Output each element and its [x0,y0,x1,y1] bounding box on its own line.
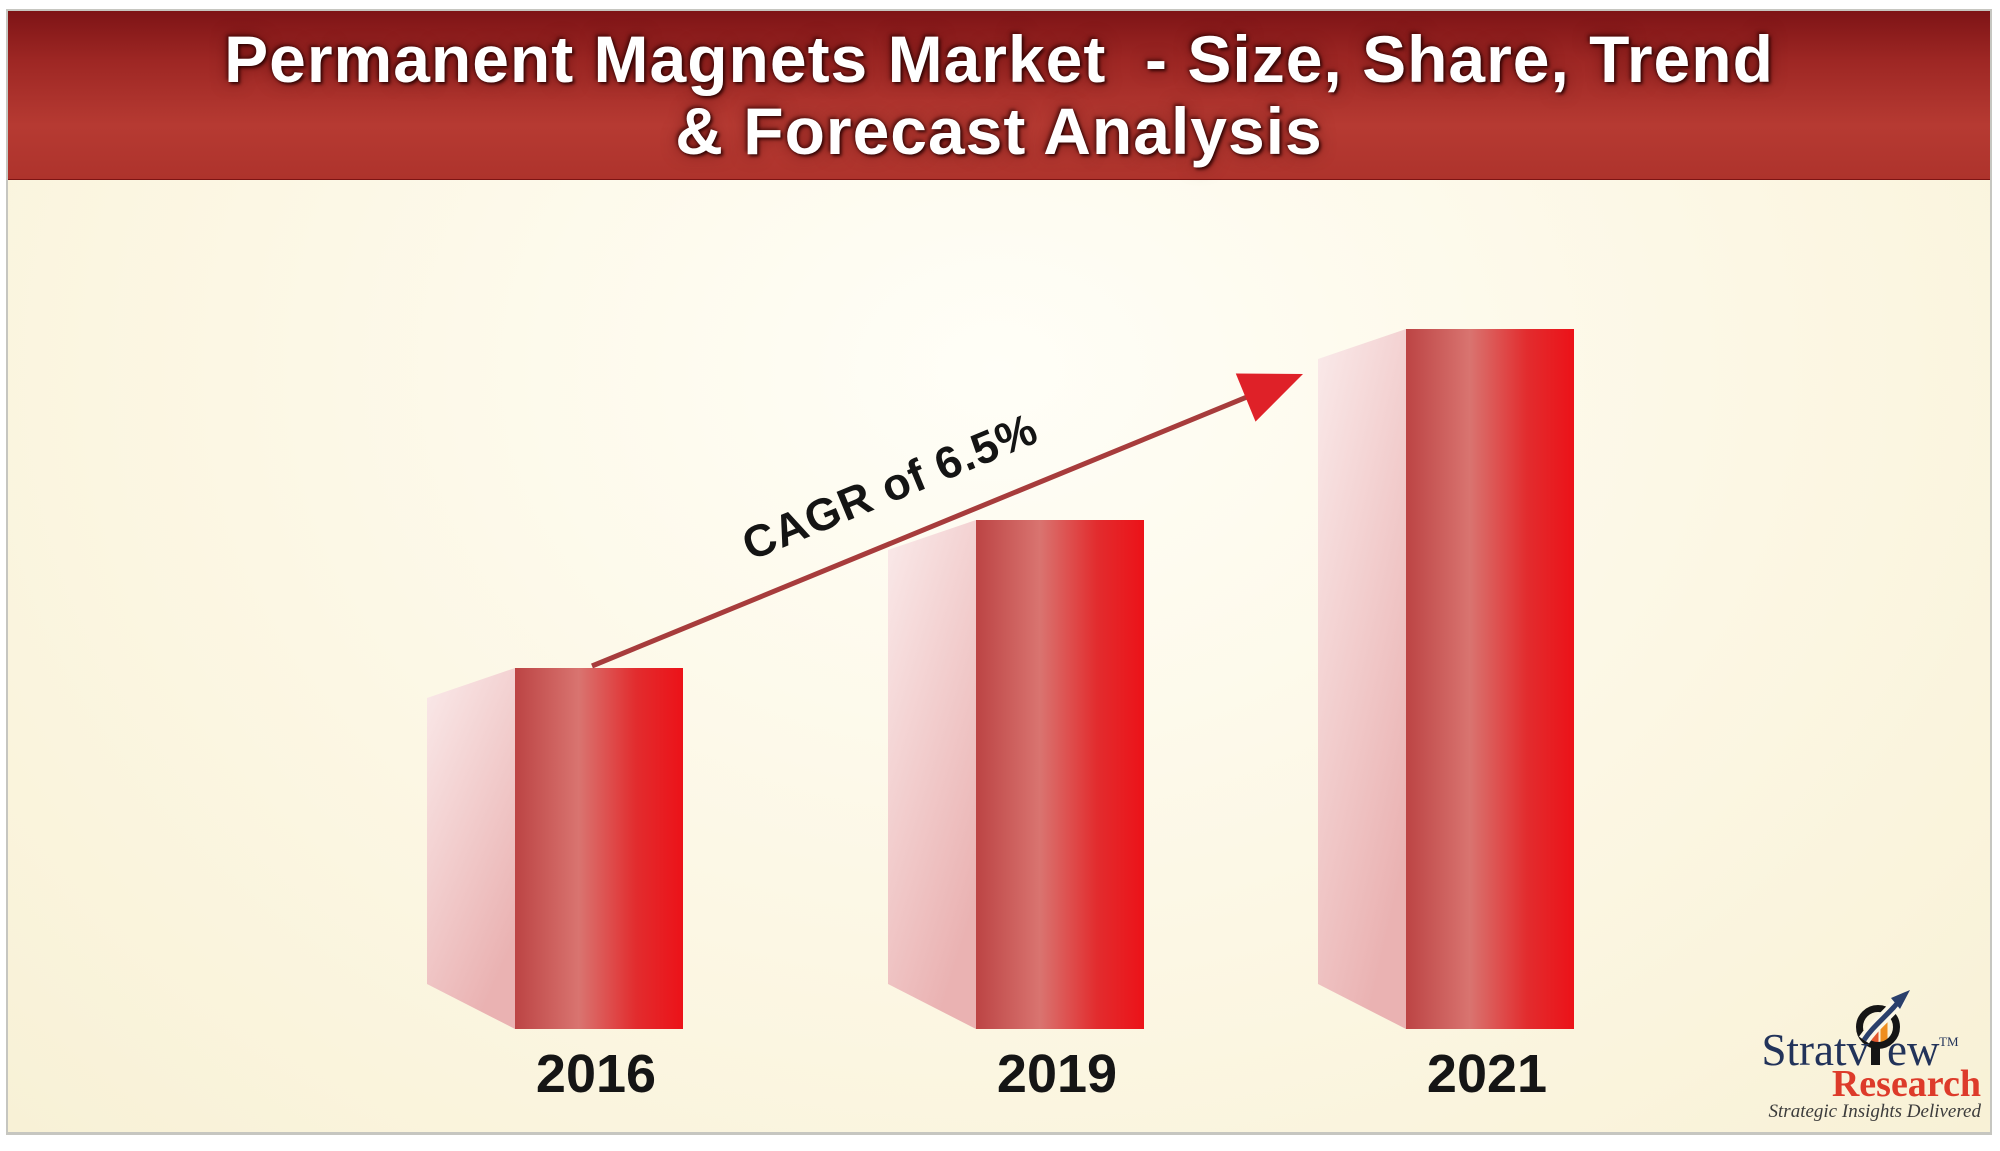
logo-tagline: Strategic Insights Delivered [1769,1101,1982,1122]
logo-brand-part2: ew [1887,1025,1940,1075]
logo-brand-part1: Stratv [1762,1025,1870,1075]
bar-side-2021 [1318,329,1406,1029]
year-label-2021: 2021 [1427,1044,1547,1104]
year-label-2019: 2019 [997,1044,1117,1104]
bar-2016 [515,668,683,1029]
page-title-line1: Permanent Magnets Market - Size, Share, … [224,22,1774,96]
year-label-2016: 2016 [536,1044,656,1104]
cagr-trend-line [591,388,1263,669]
trend-arrow-icon [1861,997,1903,1042]
bar-2021 [1406,329,1574,1029]
trend-arrowhead-icon [1891,990,1910,1009]
page-title-line2: & Forecast Analysis [675,94,1323,168]
cagr-arrow-group [591,373,1303,669]
logo-trademark: TM [1939,1034,1959,1049]
cagr-arrowhead [1235,373,1303,422]
stratview-logo: Stratv ew TM Research Strategic Insights… [1762,990,1982,1122]
magnifier-stem [1871,1043,1880,1065]
title-banner: Permanent Magnets Market - Size, Share, … [8,11,1990,180]
bars-group: 2016 2019 2021 [427,329,1574,1104]
bar-side-2016 [427,668,515,1029]
logo-division: Research [1832,1063,1981,1105]
logo-bar-orange [1880,1017,1888,1043]
magnifier-ring-icon [1856,1005,1900,1049]
bar-2019 [976,520,1144,1029]
bar-side-2019 [888,520,976,1029]
